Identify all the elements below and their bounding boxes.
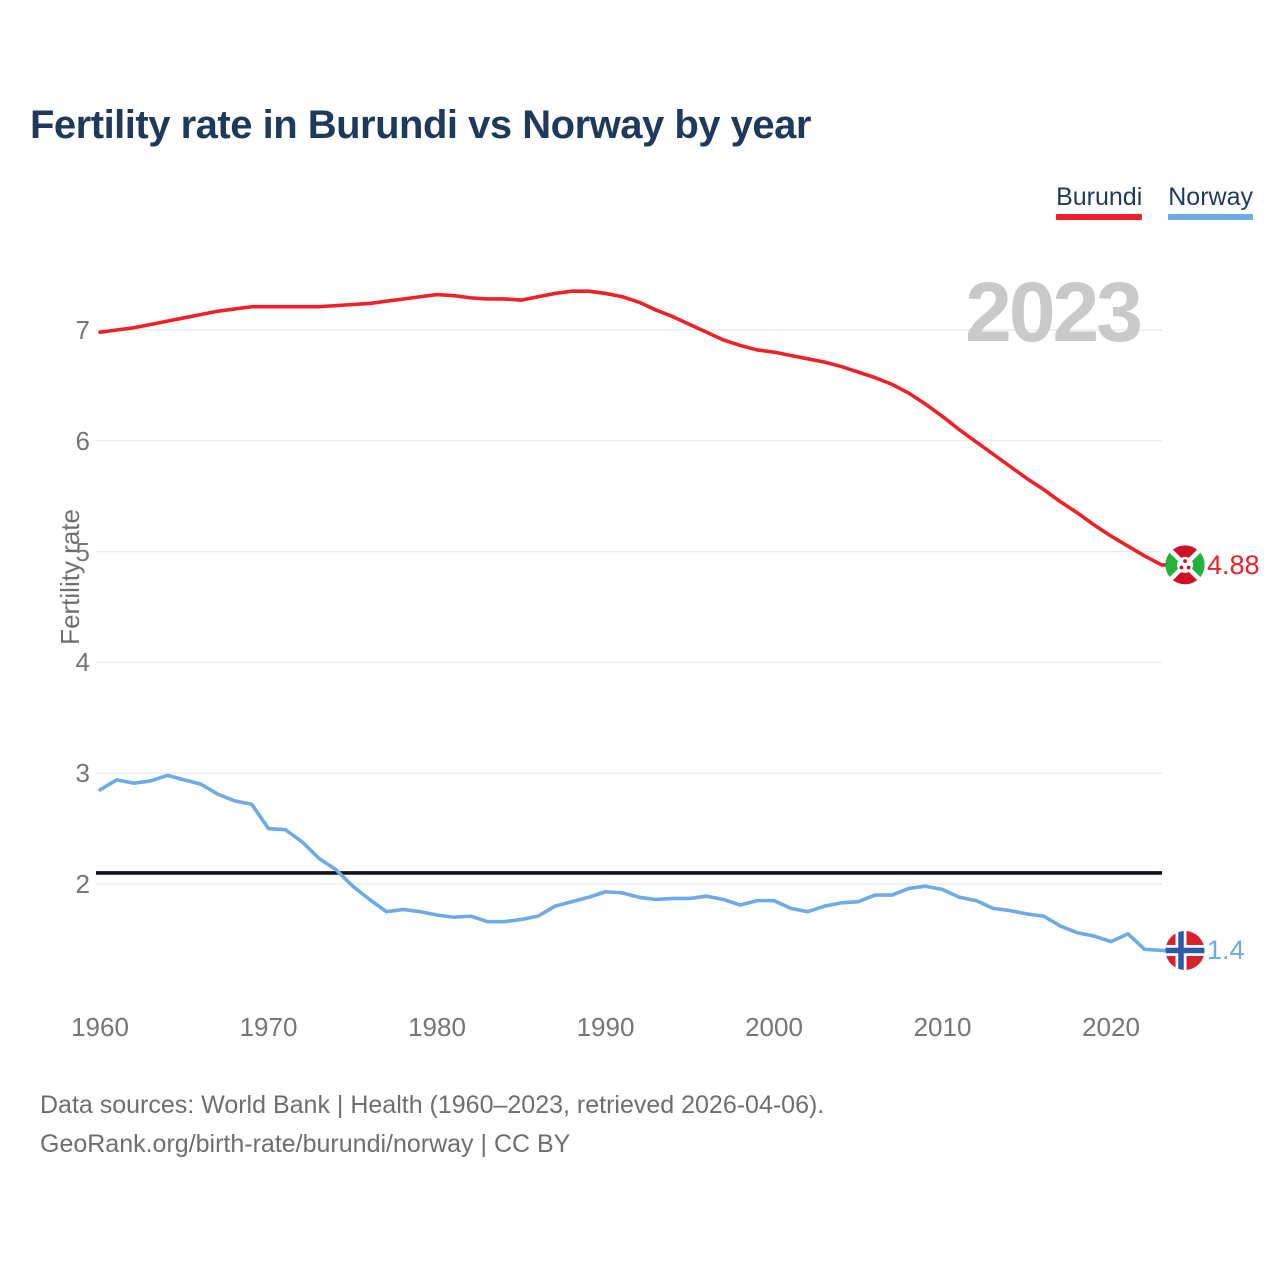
x-tick-label: 2020 bbox=[1082, 1012, 1140, 1042]
legend: Burundi Norway bbox=[1056, 184, 1253, 220]
x-tick-label: 1980 bbox=[408, 1012, 466, 1042]
y-tick-label: 6 bbox=[75, 425, 90, 456]
y-tick-label: 2 bbox=[75, 869, 90, 899]
x-tick-label: 2000 bbox=[745, 1012, 803, 1042]
x-tick-label: 1990 bbox=[576, 1012, 635, 1042]
legend-item-burundi[interactable]: Burundi bbox=[1056, 183, 1143, 220]
legend-color-bar-norway bbox=[1168, 214, 1253, 220]
year-watermark: 2023 bbox=[965, 265, 1140, 359]
legend-item-norway[interactable]: Norway bbox=[1168, 184, 1253, 220]
norway-flag-icon bbox=[1165, 930, 1205, 970]
norway-end-value: 1.4 bbox=[1207, 935, 1245, 966]
burundi-flag-icon bbox=[1165, 545, 1205, 585]
footer-attribution-line: GeoRank.org/birth-rate/burundi/norway | … bbox=[40, 1130, 571, 1158]
y-tick-label: 7 bbox=[75, 315, 90, 345]
y-axis-title: Fertility rate bbox=[54, 509, 85, 645]
burundi-end-value: 4.88 bbox=[1207, 549, 1260, 580]
norway-line[interactable] bbox=[98, 773, 1174, 953]
y-tick-label: 5 bbox=[75, 536, 90, 567]
page-title: Fertility rate in Burundi vs Norway by y… bbox=[30, 103, 811, 147]
legend-color-bar-burundi bbox=[1056, 214, 1143, 220]
x-tick-label: 1970 bbox=[239, 1012, 298, 1042]
gridlines bbox=[96, 329, 1162, 885]
series-lines bbox=[98, 289, 1174, 953]
y-tick-label: 3 bbox=[75, 758, 90, 789]
legend-label-norway: Norway bbox=[1168, 183, 1253, 211]
legend-label-burundi: Burundi bbox=[1056, 183, 1143, 211]
burundi-line[interactable] bbox=[98, 289, 1174, 567]
footer-sources-line: Data sources: World Bank | Health (1960–… bbox=[40, 1091, 825, 1119]
x-tick-label: 1960 bbox=[71, 1012, 129, 1042]
y-tick-label: 4 bbox=[75, 647, 90, 678]
x-tick-label: 2010 bbox=[913, 1012, 972, 1042]
footer: Data sources: World Bank | Health (1960–… bbox=[40, 1086, 824, 1164]
